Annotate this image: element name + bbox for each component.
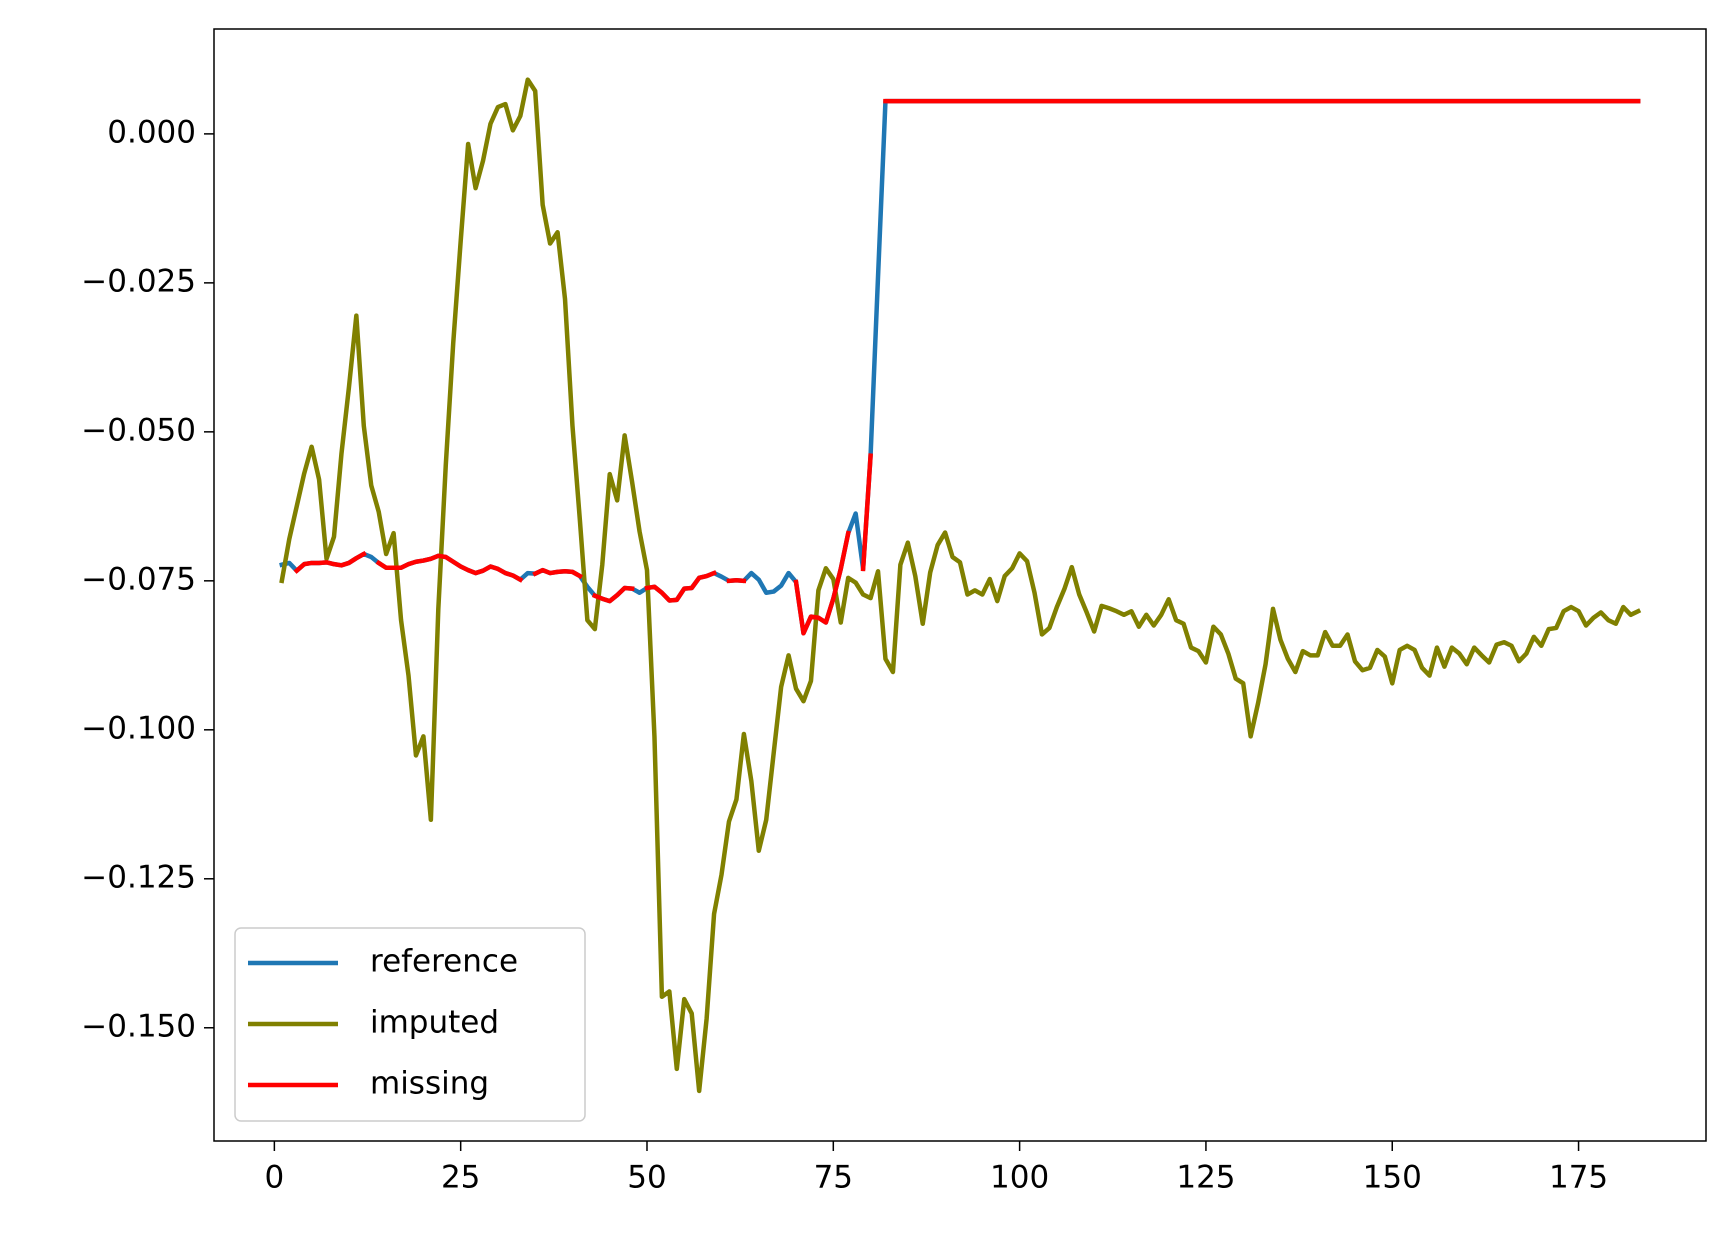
x-tick-label: 75 [814, 1160, 853, 1196]
legend-label: missing [370, 1066, 489, 1102]
y-tick-label: −0.050 [81, 412, 196, 448]
x-tick-label: 25 [441, 1160, 480, 1196]
y-tick-label: −0.100 [81, 710, 196, 746]
x-tick-label: 125 [1176, 1160, 1235, 1196]
legend-label: reference [370, 944, 518, 980]
x-tick-label: 150 [1363, 1160, 1422, 1196]
y-tick-label: 0.000 [107, 114, 196, 150]
x-tick-label: 50 [627, 1160, 666, 1196]
x-tick-label: 100 [990, 1160, 1049, 1196]
x-tick-label: 175 [1549, 1160, 1608, 1196]
legend-label: imputed [370, 1005, 499, 1041]
y-tick-label: −0.025 [81, 263, 196, 299]
x-tick-label: 0 [264, 1160, 284, 1196]
series-line [279, 77, 1642, 1094]
y-tick-label: −0.075 [81, 561, 196, 597]
series-line [293, 98, 1641, 636]
legend: reference imputed missing [234, 927, 586, 1122]
axes-frame [213, 28, 1707, 1142]
y-tick-label: −0.150 [81, 1008, 196, 1044]
legend-box [234, 927, 586, 1122]
y-tick-label: −0.125 [81, 859, 196, 895]
